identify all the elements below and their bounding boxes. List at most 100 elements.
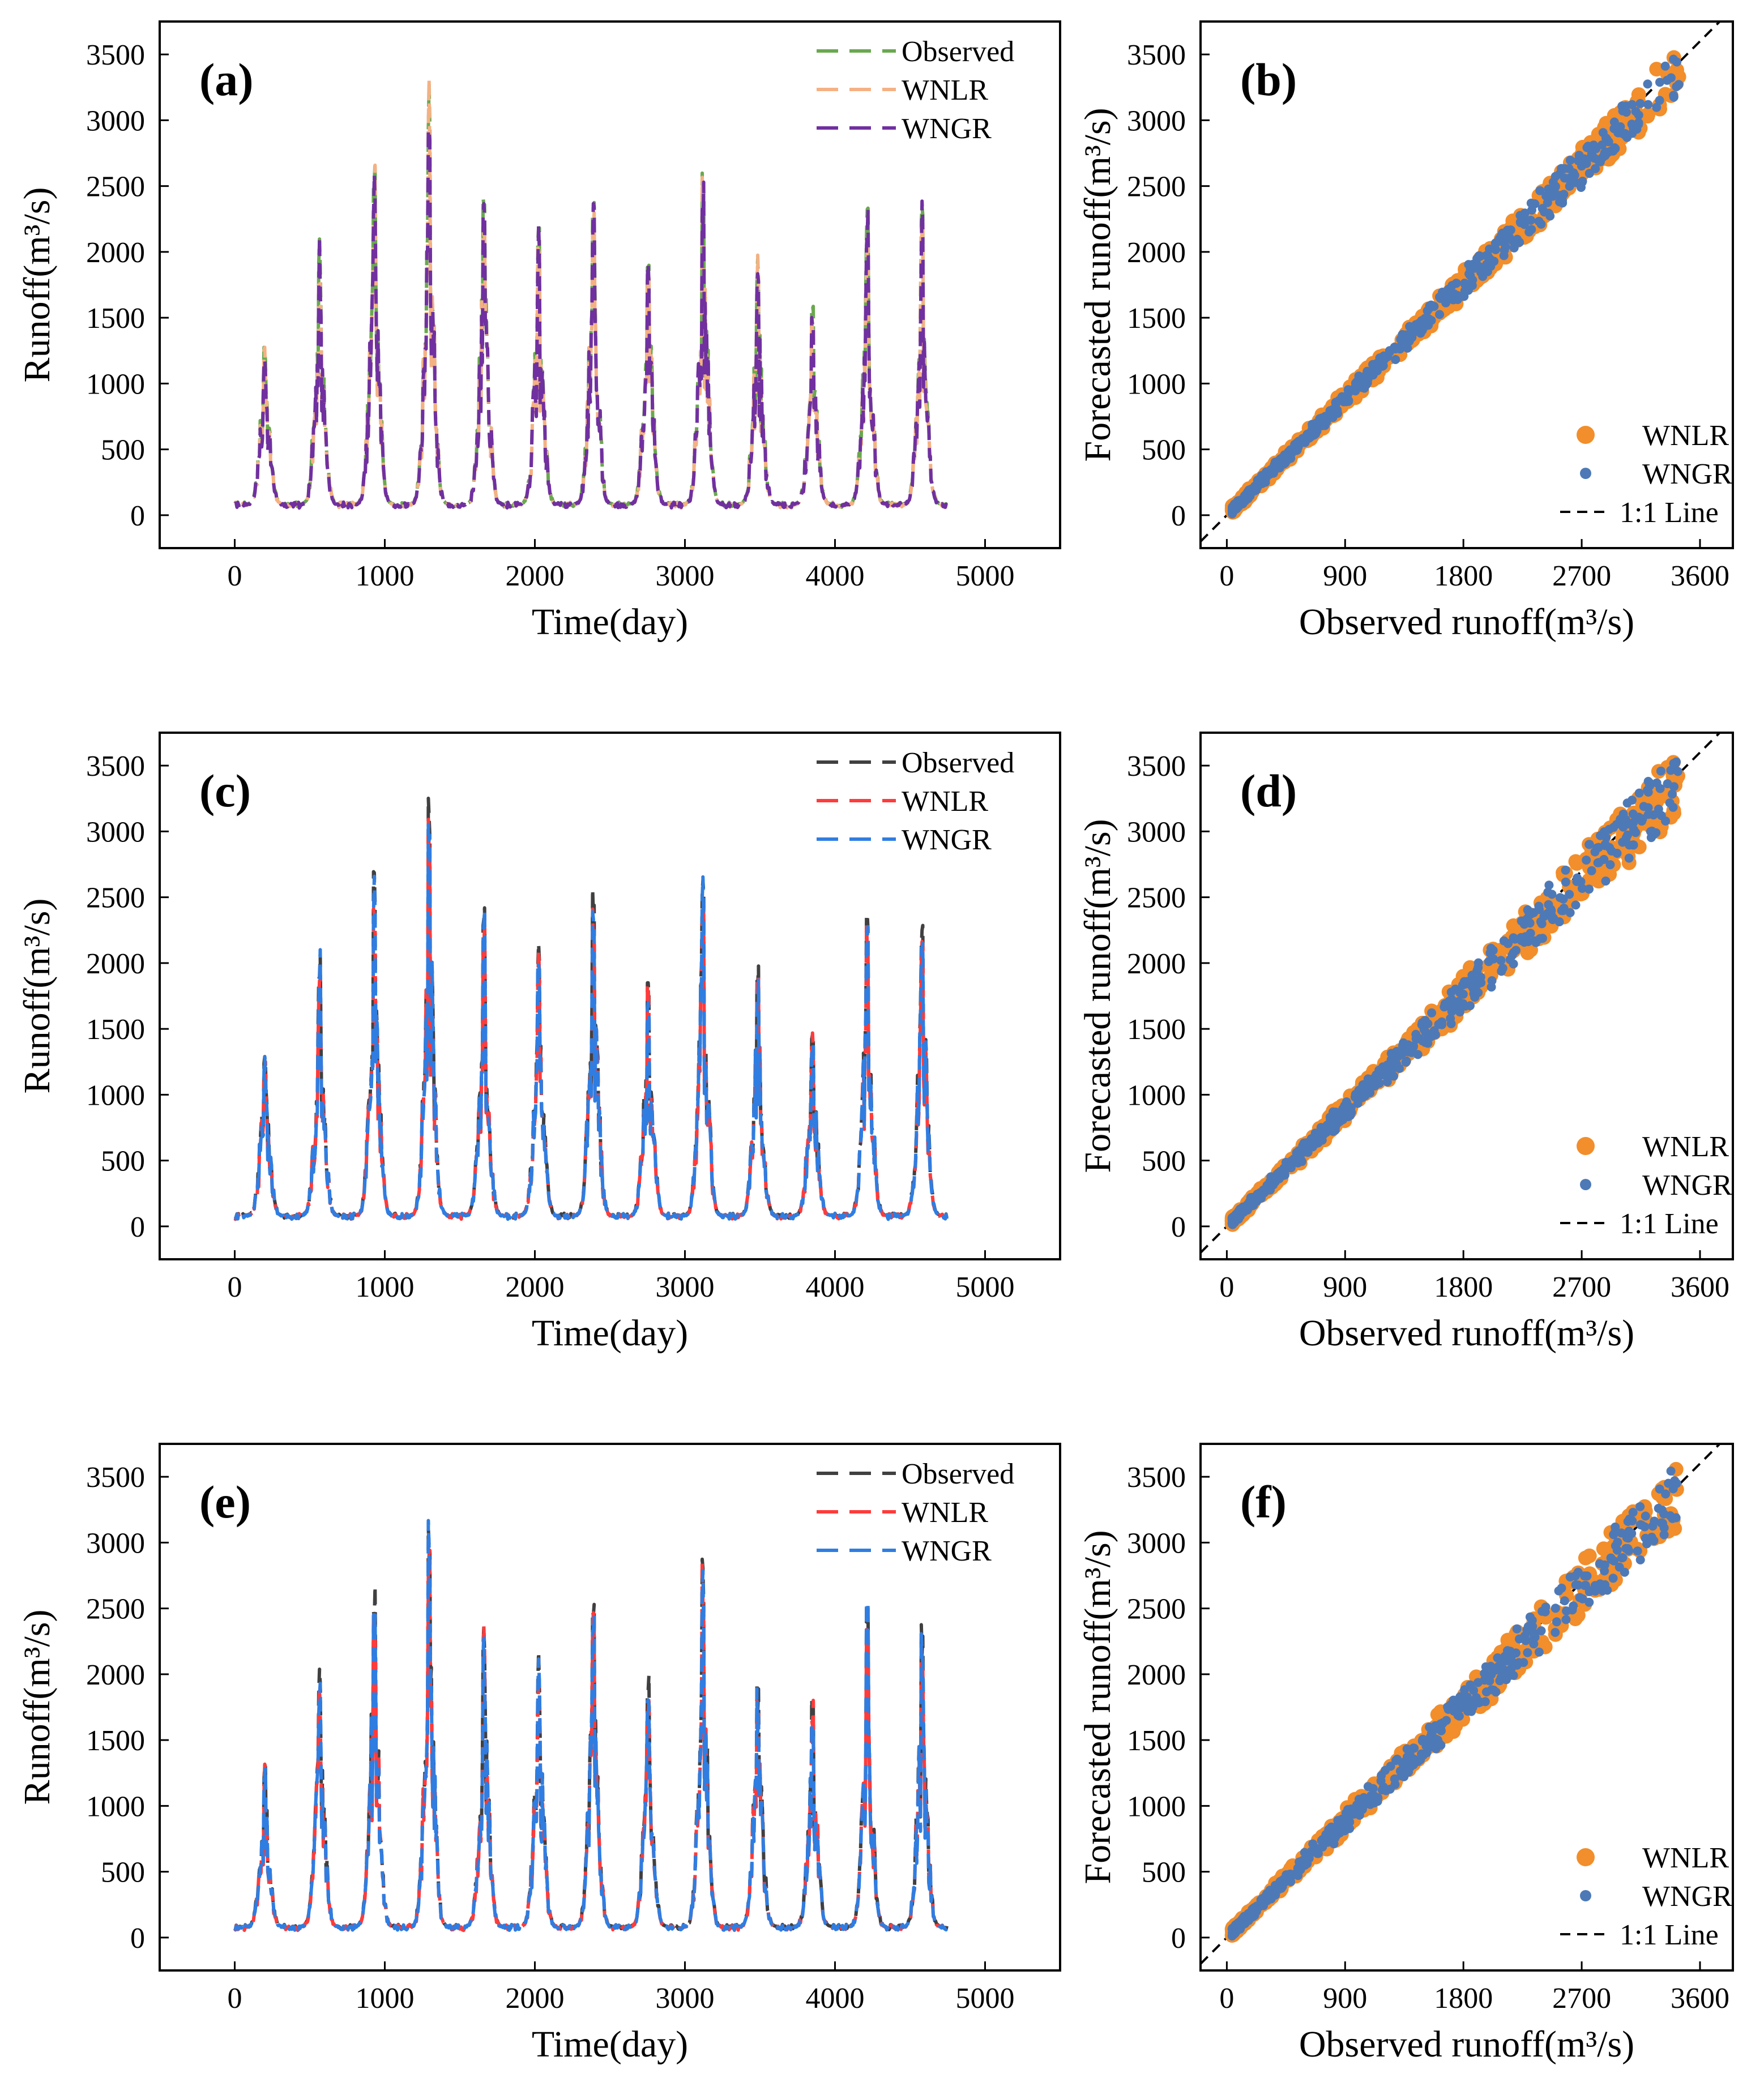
wngr-point	[1382, 1077, 1392, 1087]
wngr-point	[1643, 788, 1653, 797]
wngr-point	[1565, 182, 1574, 191]
wngr-point	[1265, 468, 1274, 478]
wngr-point	[1587, 866, 1596, 875]
wngr-point	[1368, 1784, 1378, 1793]
wngr-point	[1671, 1513, 1681, 1523]
y-tick-label: 500	[101, 1857, 145, 1889]
wngr-point	[1548, 915, 1557, 925]
y-tick-label: 0	[1171, 500, 1186, 532]
wngr-point	[1629, 818, 1638, 827]
wngr-point	[1628, 809, 1638, 819]
wngr-point	[1318, 420, 1328, 430]
wngr-point	[1493, 1653, 1502, 1662]
legend-label: WNGR	[1642, 1880, 1732, 1913]
y-tick-label: 1500	[1127, 1014, 1186, 1046]
wngr-point	[1289, 443, 1299, 452]
wnlr-point	[1568, 854, 1583, 869]
y-tick-label: 3500	[86, 39, 145, 71]
wngr-point	[1634, 788, 1644, 798]
wngr-point	[1666, 1467, 1676, 1476]
series-line-wngr	[233, 823, 949, 1221]
wngr-point	[1463, 1703, 1473, 1713]
wngr-point	[1346, 1103, 1356, 1113]
wngr-point	[1521, 1636, 1531, 1645]
wngr-point	[1526, 909, 1535, 919]
wngr-point	[1345, 1824, 1355, 1833]
wngr-point	[1460, 1685, 1470, 1695]
wngr-point	[1661, 1489, 1671, 1499]
x-tick-label: 1800	[1434, 1271, 1493, 1303]
x-tick-label: 0	[228, 1271, 242, 1303]
wngr-point	[1650, 1516, 1659, 1526]
legend-label-wngr: WNGR	[902, 1535, 992, 1567]
wngr-point	[1503, 1649, 1513, 1658]
x-tick-label: 0	[1219, 560, 1234, 592]
y-tick-label: 2000	[86, 1659, 145, 1691]
wngr-point	[1240, 1207, 1249, 1216]
wngr-point	[1391, 355, 1400, 364]
wngr-point	[1481, 1687, 1491, 1697]
wnlr-point	[1669, 62, 1684, 78]
wngr-point	[1487, 976, 1497, 985]
legend-swatch-wnlr	[1577, 426, 1595, 444]
wngr-point	[1433, 1735, 1442, 1745]
wngr-point	[1603, 1585, 1612, 1595]
wngr-point	[1468, 275, 1477, 285]
wngr-point	[1526, 216, 1536, 225]
wngr-point	[1503, 939, 1513, 948]
wngr-point	[1537, 204, 1547, 213]
wngr-point	[1622, 798, 1632, 808]
wngr-point	[1424, 1738, 1433, 1747]
wngr-point	[1440, 1002, 1450, 1011]
wngr-point	[1635, 1502, 1645, 1511]
wngr-point	[1552, 1617, 1561, 1627]
x-tick-label: 0	[1219, 1982, 1234, 2015]
wngr-point	[1565, 890, 1574, 899]
wngr-point	[1476, 1698, 1485, 1707]
x-tick-label: 2700	[1552, 560, 1611, 592]
x-tick-label: 3600	[1671, 1271, 1729, 1303]
wngr-point	[1293, 1864, 1303, 1874]
x-axis-label: Observed runoff(m³/s)	[1299, 1313, 1634, 1354]
x-tick-label: 2700	[1552, 1982, 1611, 2015]
wngr-point	[1534, 1647, 1544, 1657]
wngr-point	[1337, 1820, 1347, 1829]
y-tick-label: 0	[130, 500, 145, 532]
wngr-point	[1507, 951, 1517, 960]
wngr-point	[1628, 129, 1637, 138]
wngr-point	[1531, 938, 1541, 947]
wngr-point	[1275, 1883, 1285, 1893]
wngr-point	[1393, 1754, 1402, 1764]
wngr-point	[1668, 1484, 1678, 1494]
wngr-point	[1229, 505, 1238, 514]
wngr-point	[1624, 1533, 1633, 1543]
wngr-point	[1669, 782, 1678, 792]
wngr-point	[1392, 1059, 1402, 1069]
y-tick-label: 1000	[86, 1790, 145, 1823]
wnlr-point	[1599, 116, 1614, 131]
wngr-point	[1431, 1744, 1441, 1754]
wngr-point	[1573, 1580, 1583, 1590]
wngr-point	[1515, 217, 1525, 227]
wngr-point	[1402, 1756, 1411, 1765]
legend-label: WNGR	[1642, 458, 1732, 490]
wngr-point	[1364, 1795, 1374, 1805]
legend-label-observed: Observed	[902, 36, 1014, 68]
x-tick-label: 5000	[956, 1271, 1015, 1303]
wngr-point	[1584, 884, 1594, 894]
wngr-point	[1643, 777, 1653, 786]
wngr-point	[1425, 303, 1434, 313]
x-tick-label: 0	[228, 1982, 242, 2015]
legend: WNLR WNGR 1:1 Line	[1560, 420, 1732, 529]
y-tick-label: 3000	[86, 1527, 145, 1559]
wngr-point	[1633, 1546, 1642, 1556]
wngr-point	[1544, 900, 1553, 909]
wngr-point	[1509, 1670, 1518, 1680]
wngr-point	[1643, 100, 1653, 109]
wngr-point	[1661, 816, 1671, 826]
y-tick-label: 1000	[1127, 1079, 1186, 1111]
wngr-point	[1447, 1007, 1457, 1016]
wngr-point	[1454, 1711, 1464, 1721]
wngr-point	[1561, 865, 1570, 875]
panel-letter: (d)	[1240, 765, 1297, 816]
